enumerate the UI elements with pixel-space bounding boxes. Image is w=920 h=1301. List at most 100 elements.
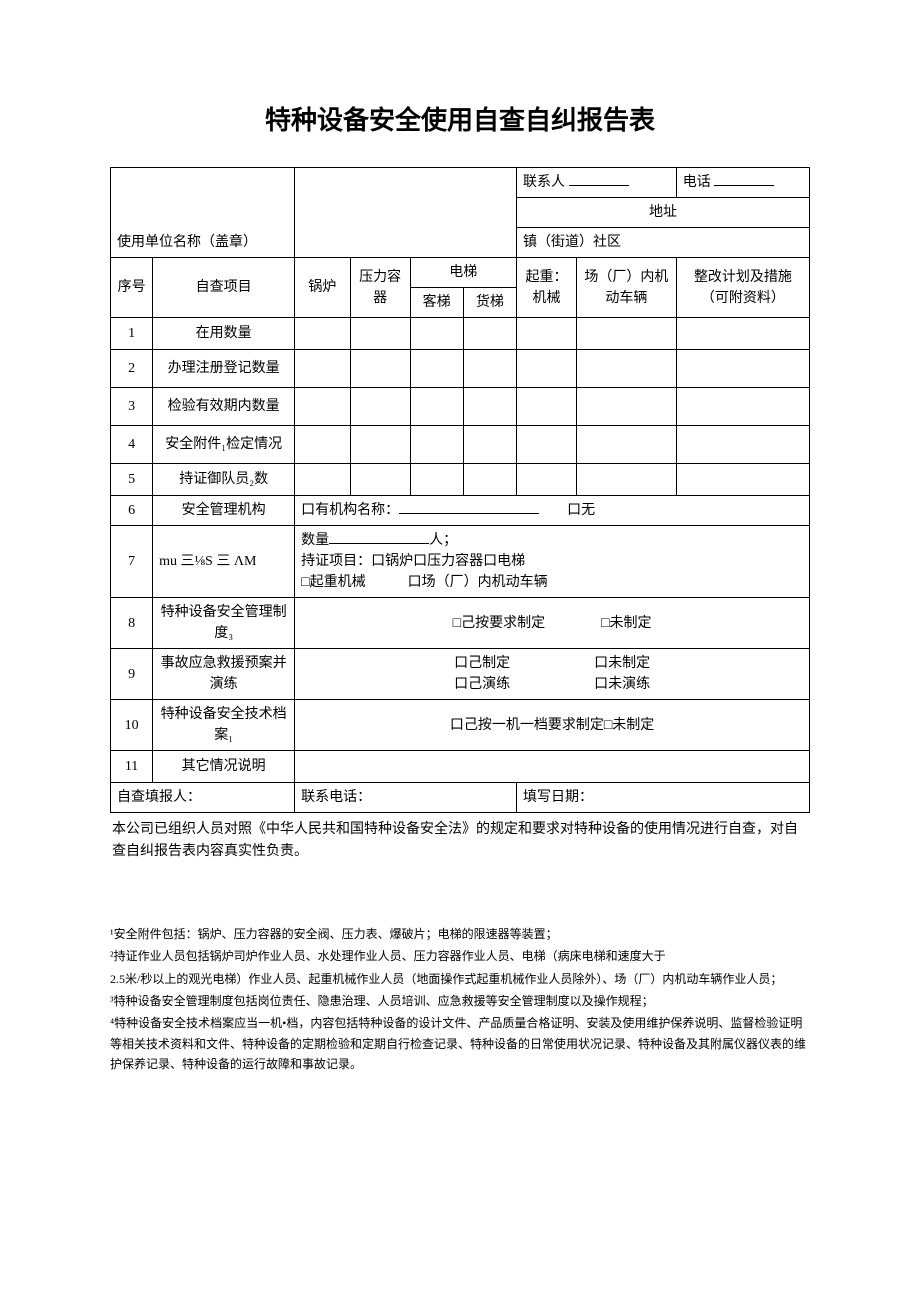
- r4-c7[interactable]: [676, 426, 809, 464]
- r9-opt2b: 口未演练: [594, 677, 650, 692]
- row-8: 8 特种设备安全管理制度₃ □己按要求制定 □未制定: [111, 598, 810, 649]
- r11-content[interactable]: [295, 751, 810, 783]
- footnote-2a: ²持证作业人员包括锅炉司炉作业人员、水处理作业人员、压力容器作业人员、电梯（病床…: [110, 946, 810, 966]
- row-6: 6 安全管理机构 口有机构名称： 口无: [111, 496, 810, 526]
- r9-opt1b: 口未制定: [594, 656, 650, 671]
- r9-content[interactable]: 口己制定 口未制定 口己演练 口未演练: [295, 649, 810, 700]
- footnote-3: ³特种设备安全管理制度包括岗位责任、隐患治理、人员培训、应急救援等安全管理制度以…: [110, 991, 810, 1011]
- r7-l1-prefix: 数量: [301, 533, 329, 548]
- col-header-1: 序号 自查项目 锅炉 压力容器 电梯 起重：机械 场（厂）内机动车辆 整改计划及…: [111, 258, 810, 288]
- r2-c1[interactable]: [295, 350, 350, 388]
- r2-c7[interactable]: [676, 350, 809, 388]
- r4-c5[interactable]: [517, 426, 577, 464]
- r4-item: 安全附件₁检定情况: [153, 426, 295, 464]
- r5-c1[interactable]: [295, 464, 350, 496]
- r3-no: 3: [111, 388, 153, 426]
- col-freight: 货梯: [463, 288, 516, 318]
- r6-item: 安全管理机构: [153, 496, 295, 526]
- r2-item: 办理注册登记数量: [153, 350, 295, 388]
- r1-c1[interactable]: [295, 318, 350, 350]
- r9-item: 事故应急救援预案并演练: [153, 649, 295, 700]
- r10-content[interactable]: 口己按一机一档要求制定□未制定: [295, 700, 810, 751]
- report-table: 使用单位名称（盖章） 联系人 电话 地址 镇（街道）社区 序号 自查项目 锅炉 …: [110, 167, 810, 813]
- r5-c4[interactable]: [463, 464, 516, 496]
- r3-item: 检验有效期内数量: [153, 388, 295, 426]
- r6-suffix: 口无: [567, 503, 595, 518]
- declaration-text: 本公司已组织人员对照《中华人民共和国特种设备安全法》的规定和要求对特种设备的使用…: [110, 819, 810, 864]
- row-7: 7 mu 三⅛S 三 ΛM 数量人； 持证项目：口锅炉口压力容器口电梯 □起重机…: [111, 526, 810, 598]
- r8-no: 8: [111, 598, 153, 649]
- address-cell[interactable]: 地址: [517, 198, 810, 228]
- unit-name-cell[interactable]: 使用单位名称（盖章）: [111, 168, 295, 258]
- r4-c6[interactable]: [576, 426, 676, 464]
- r9-opt2a: 口己演练: [454, 677, 510, 692]
- r7-content[interactable]: 数量人； 持证项目：口锅炉口压力容器口电梯 □起重机械 口场（厂）内机动车辆: [295, 526, 810, 598]
- r1-no: 1: [111, 318, 153, 350]
- row-2: 2 办理注册登记数量: [111, 350, 810, 388]
- r11-no: 11: [111, 751, 153, 783]
- col-pressure: 压力容器: [350, 258, 410, 318]
- r7-item: mu 三⅛S 三 ΛM: [153, 526, 295, 598]
- r1-c7[interactable]: [676, 318, 809, 350]
- r3-c7[interactable]: [676, 388, 809, 426]
- row-5: 5 持证御队员₂数: [111, 464, 810, 496]
- r3-c5[interactable]: [517, 388, 577, 426]
- row-3: 3 检验有效期内数量: [111, 388, 810, 426]
- r2-c4[interactable]: [463, 350, 516, 388]
- r1-c6[interactable]: [576, 318, 676, 350]
- r5-c5[interactable]: [517, 464, 577, 496]
- r3-c2[interactable]: [350, 388, 410, 426]
- col-rectify: 整改计划及措施（可附资料）: [676, 258, 809, 318]
- r1-c5[interactable]: [517, 318, 577, 350]
- r2-c3[interactable]: [410, 350, 463, 388]
- r5-c2[interactable]: [350, 464, 410, 496]
- r4-c2[interactable]: [350, 426, 410, 464]
- r5-c7[interactable]: [676, 464, 809, 496]
- footer-date[interactable]: 填写日期：: [517, 783, 810, 813]
- r1-c4[interactable]: [463, 318, 516, 350]
- r3-c1[interactable]: [295, 388, 350, 426]
- r5-c6[interactable]: [576, 464, 676, 496]
- r9-no: 9: [111, 649, 153, 700]
- contact-cell[interactable]: 联系人: [517, 168, 677, 198]
- r7-underline: [329, 530, 429, 544]
- col-elevator: 电梯: [410, 258, 517, 288]
- r1-c3[interactable]: [410, 318, 463, 350]
- row-9: 9 事故应急救援预案并演练 口己制定 口未制定 口己演练 口未演练: [111, 649, 810, 700]
- r6-no: 6: [111, 496, 153, 526]
- r8-opt2: □未制定: [601, 616, 651, 631]
- r3-c4[interactable]: [463, 388, 516, 426]
- town-cell[interactable]: 镇（街道）社区: [517, 228, 810, 258]
- phone-cell[interactable]: 电话: [676, 168, 809, 198]
- r9-opt1a: 口己制定: [454, 656, 510, 671]
- r2-c2[interactable]: [350, 350, 410, 388]
- r6-content[interactable]: 口有机构名称： 口无: [295, 496, 810, 526]
- header-row-1: 使用单位名称（盖章） 联系人 电话: [111, 168, 810, 198]
- phone-underline: [714, 172, 774, 186]
- r7-l2: 持证项目：口锅炉口压力容器口电梯: [301, 554, 525, 569]
- col-passenger: 客梯: [410, 288, 463, 318]
- col-lifting: 起重：机械: [517, 258, 577, 318]
- footer-reporter[interactable]: 自查填报人：: [111, 783, 295, 813]
- r7-no: 7: [111, 526, 153, 598]
- r4-c3[interactable]: [410, 426, 463, 464]
- col-seq: 序号: [111, 258, 153, 318]
- r1-c2[interactable]: [350, 318, 410, 350]
- col-vehicle: 场（厂）内机动车辆: [576, 258, 676, 318]
- unit-name-value[interactable]: [295, 168, 517, 258]
- r4-c1[interactable]: [295, 426, 350, 464]
- r3-c6[interactable]: [576, 388, 676, 426]
- footer-phone[interactable]: 联系电话：: [295, 783, 517, 813]
- row-4: 4 安全附件₁检定情况: [111, 426, 810, 464]
- r8-opt1: □己按要求制定: [453, 616, 545, 631]
- r4-c4[interactable]: [463, 426, 516, 464]
- r5-c3[interactable]: [410, 464, 463, 496]
- r2-c6[interactable]: [576, 350, 676, 388]
- r8-item: 特种设备安全管理制度₃: [153, 598, 295, 649]
- r3-c3[interactable]: [410, 388, 463, 426]
- phone-label: 电话: [683, 175, 711, 190]
- r2-c5[interactable]: [517, 350, 577, 388]
- r8-content[interactable]: □己按要求制定 □未制定: [295, 598, 810, 649]
- footnote-2b: 2.5米/秒以上的观光电梯）作业人员、起重机械作业人员（地面操作式起重机械作业人…: [110, 969, 810, 989]
- col-boiler: 锅炉: [295, 258, 350, 318]
